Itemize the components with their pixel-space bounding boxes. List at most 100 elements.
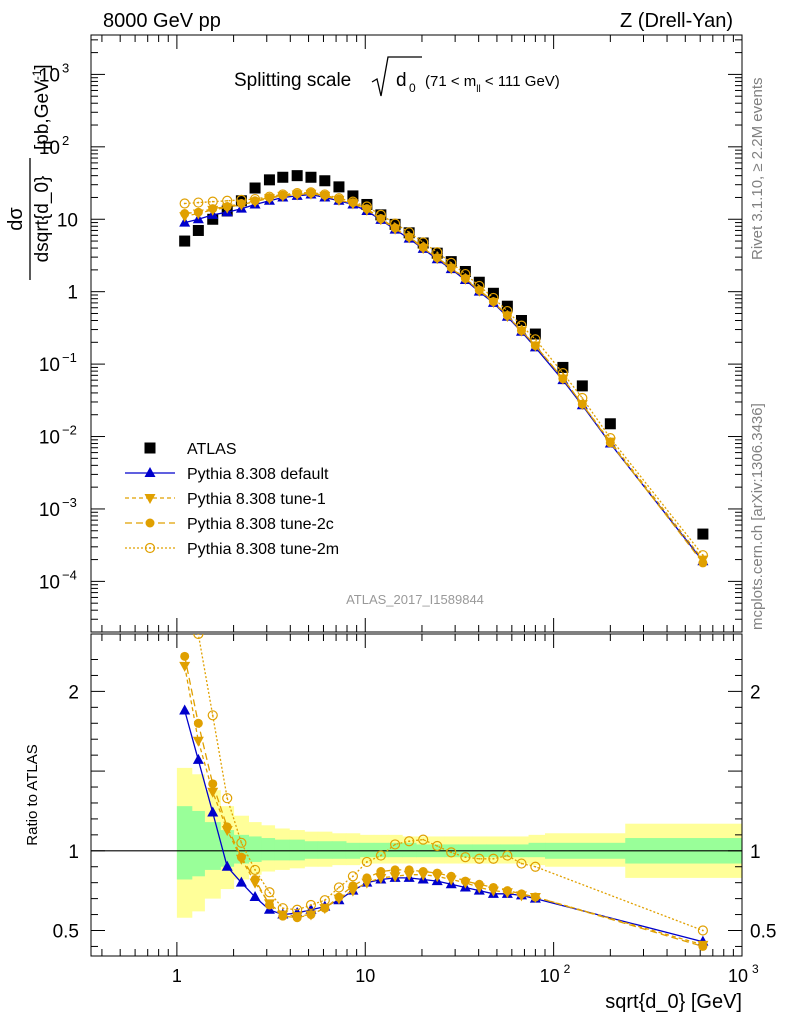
marker-dot	[323, 899, 326, 902]
marker-dot	[184, 603, 186, 605]
ratio-point-tune2c	[348, 881, 358, 891]
main-point-tune2m	[502, 305, 513, 317]
ratio-point-tune2m	[277, 903, 288, 914]
ratio-point-tune2c	[208, 779, 218, 789]
band-inner-bin	[191, 810, 205, 877]
ratio-point-tune2m	[530, 861, 541, 872]
marker-dot	[352, 875, 354, 878]
legend-label-tune2m: Pythia 8.308 tune-2m	[187, 541, 339, 558]
main-point-tune2m	[577, 392, 588, 404]
marker-dot	[323, 193, 326, 196]
ratio-point-tune2m	[236, 837, 247, 848]
main-point-tune2m	[404, 227, 415, 238]
ratio-series-tune2c	[180, 651, 708, 951]
ratio-point-tune2m	[305, 899, 317, 911]
ylabel-denominator: dsqrt{d_0}	[32, 176, 53, 263]
legend-label-tune1: Pythia 8.308 tune-1	[187, 491, 326, 508]
ratio-point-tune2m	[432, 840, 443, 852]
ratio-point-tune1	[192, 736, 204, 747]
main-point-atlas	[207, 213, 219, 225]
band-inner-bin	[204, 822, 221, 870]
marker-dot	[609, 437, 612, 440]
marker-dot	[506, 854, 509, 857]
marker-dot	[450, 261, 453, 264]
ratio-point-tune2m	[361, 856, 372, 868]
main-point-atlas	[192, 224, 204, 236]
main-point-tune2m	[375, 209, 386, 220]
main-point-tune2c	[432, 253, 442, 263]
marker-ring	[222, 793, 233, 804]
marker-dot	[492, 297, 495, 299]
ratio-point-tune2m	[319, 895, 330, 906]
ratio-point-tune2c	[698, 941, 708, 951]
ratio-point-tune2m	[222, 793, 233, 804]
y-tick-label: 10	[39, 138, 60, 159]
ratio-point-tune2c	[460, 876, 470, 886]
marker-dot	[197, 201, 200, 204]
marker-dot	[408, 840, 411, 843]
marker-ring	[236, 837, 247, 848]
main-point-tune2m	[319, 189, 330, 200]
ratio-point-tune2c	[180, 651, 190, 661]
marker-ring	[361, 856, 372, 868]
marker-dot	[149, 547, 151, 549]
ratio-y-tick-label-right: 2	[750, 682, 761, 703]
main-point-tune2m	[697, 550, 708, 561]
legend-marker-tune1	[144, 494, 156, 504]
plot-title-symbol: d	[396, 70, 407, 91]
ratio-point-tune2c	[292, 913, 302, 923]
marker-ring	[516, 320, 527, 331]
x-tick-label-exp: 2	[564, 962, 571, 976]
main-point-tune2m	[264, 191, 275, 202]
ratio-point-tune2c	[474, 879, 484, 889]
legend-marker-atlas	[144, 442, 156, 454]
x-tick-label: 10	[540, 966, 560, 986]
marker-dot	[422, 241, 425, 244]
marker-dot	[268, 195, 271, 198]
main-point-atlas	[459, 265, 471, 277]
marker-ring	[697, 925, 708, 936]
y-tick-label-exp: 2	[62, 133, 69, 148]
main-point-tune2m	[460, 268, 471, 280]
marker-dot	[534, 865, 537, 868]
ratio-point-default	[221, 860, 233, 871]
marker-ring	[460, 268, 471, 280]
band-inner-bin	[220, 830, 235, 867]
ratio-point-tune2m	[418, 834, 429, 845]
main-series-tune2c	[180, 188, 708, 568]
main-point-tune2m	[605, 433, 616, 444]
marker-dot	[226, 797, 229, 800]
legend-label-atlas: ATLAS	[187, 441, 237, 458]
ratio-point-tune2m	[404, 836, 415, 847]
main-point-tune2c	[236, 199, 246, 209]
main-point-tune2c	[558, 374, 568, 384]
marker-ring	[404, 227, 415, 238]
ratio-point-tune2c	[390, 865, 400, 875]
marker-dot	[211, 200, 214, 203]
band-inner-bin	[289, 839, 305, 861]
ylabel-numerator: dσ	[5, 207, 27, 231]
ratio-point-tune2c	[446, 871, 456, 881]
ratio-point-tune2m	[292, 904, 303, 915]
ratio-point-default	[235, 876, 247, 887]
main-point-atlas	[319, 175, 331, 187]
marker-dot	[506, 310, 509, 312]
main-point-atlas	[333, 181, 345, 193]
marker-ring	[319, 895, 330, 906]
main-point-tune2c	[180, 209, 190, 219]
marker-ring	[375, 850, 386, 861]
marker-dot	[561, 372, 564, 375]
ratio-point-tune2c	[264, 900, 274, 910]
marker-ring	[605, 433, 616, 444]
marker-dot	[379, 213, 382, 216]
ratio-uncertainty-bands	[176, 767, 742, 918]
marker-ring	[488, 853, 499, 864]
main-point-atlas	[697, 528, 709, 540]
ratio-point-tune2c	[222, 822, 232, 832]
marker-ring	[502, 850, 513, 861]
ratio-y-tick-label-right: 1	[750, 842, 761, 863]
y-tick-label: 10	[39, 500, 60, 521]
ratio-point-tune1	[389, 872, 401, 883]
main-point-atlas	[576, 380, 588, 392]
marker-dot	[520, 324, 523, 327]
